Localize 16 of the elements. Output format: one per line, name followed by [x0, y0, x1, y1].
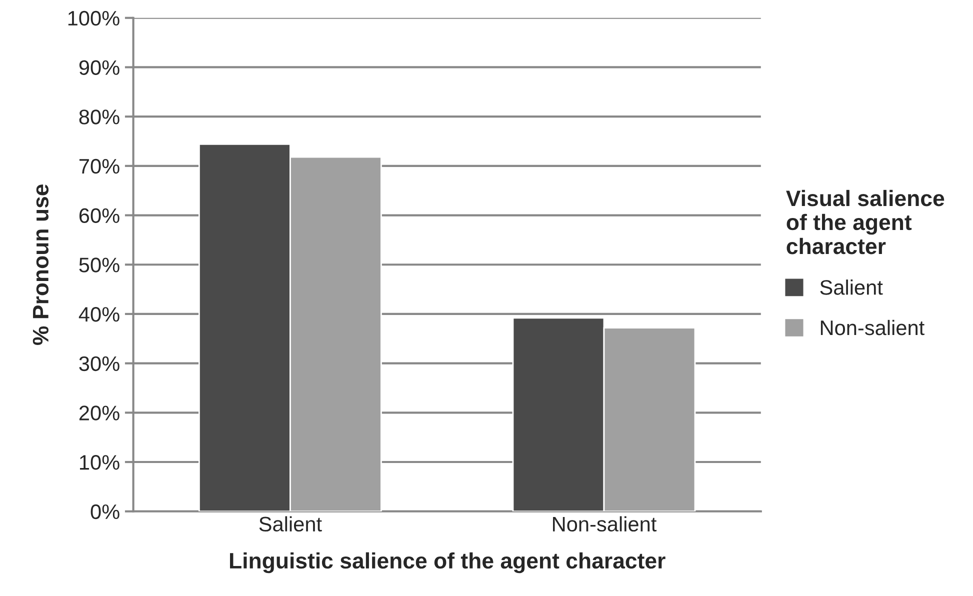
legend-label: Non-salient	[820, 320, 924, 336]
y-tick-label: 80%	[79, 110, 120, 124]
y-tick-label: 70%	[79, 158, 120, 174]
y-tick-label: 100%	[68, 10, 120, 26]
y-tick-label: 90%	[79, 60, 120, 75]
y-tick-label: 0%	[90, 504, 120, 520]
y-tick-label: 60%	[79, 208, 120, 224]
y-axis-title: % Pronoun use	[32, 184, 49, 345]
legend-title: Visual salience of the agent character	[786, 190, 944, 254]
y-tick-label: 50%	[79, 258, 120, 272]
y-tick-label: 40%	[78, 306, 120, 322]
y-tick-label: 30%	[79, 356, 120, 372]
y-tick-label: 20%	[79, 406, 120, 420]
legend-label: Salient	[820, 280, 883, 295]
y-tick-label: 10%	[80, 455, 120, 470]
x-axis-title: Linguistic salience of the agent character	[230, 552, 666, 574]
